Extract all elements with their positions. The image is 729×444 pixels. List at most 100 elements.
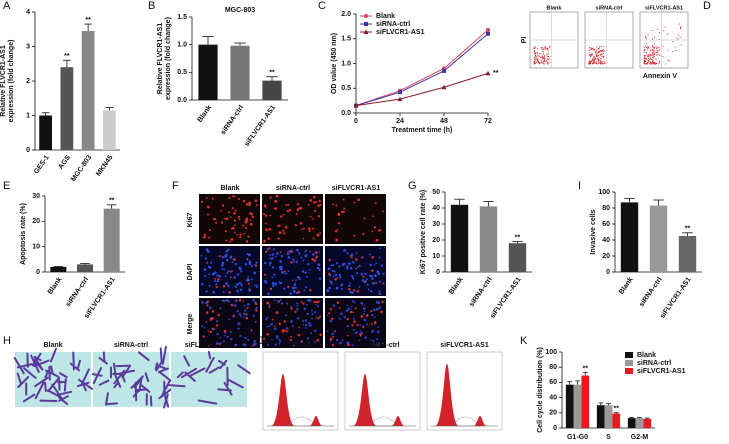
bar	[77, 264, 93, 272]
cell	[281, 302, 284, 305]
cell	[211, 197, 214, 200]
y-tick-label: 2.0	[341, 11, 351, 18]
flow-dot	[536, 54, 538, 56]
cell	[284, 329, 287, 333]
cell	[371, 275, 374, 278]
x-axis-label: Treatment time (h)	[392, 127, 453, 134]
cell	[267, 292, 270, 295]
cell	[238, 313, 242, 316]
cell	[217, 278, 220, 281]
cell	[326, 330, 329, 333]
flow-dot	[593, 48, 596, 51]
cell	[314, 329, 317, 333]
flow-dot	[674, 46, 676, 48]
invading-cell	[49, 347, 58, 363]
flow-dot	[598, 55, 600, 57]
cell	[225, 298, 229, 302]
flow-dot	[534, 57, 536, 59]
flow-dot	[652, 55, 654, 57]
cell	[378, 280, 382, 283]
cell	[225, 250, 228, 253]
cell	[296, 317, 300, 320]
cell	[296, 208, 300, 211]
panel-letter: J	[258, 335, 264, 347]
cell	[245, 316, 249, 320]
cell	[380, 310, 383, 314]
y-tick-label: 0	[26, 147, 30, 154]
x-tick-label: siRNA-ctrl	[220, 104, 245, 136]
flow-dot	[655, 45, 657, 48]
cell	[317, 263, 321, 267]
cell	[253, 343, 256, 347]
cell	[360, 302, 364, 305]
annotation: **	[685, 226, 691, 233]
cell	[222, 284, 226, 288]
cell	[362, 232, 365, 236]
cell	[216, 332, 220, 336]
flow-dot	[533, 63, 535, 65]
cell	[342, 210, 346, 213]
flow-dot	[643, 57, 645, 59]
invading-cell	[59, 372, 68, 379]
flow-dot	[657, 46, 659, 49]
cell	[326, 289, 330, 293]
cell	[201, 301, 204, 305]
invading-cell	[58, 395, 69, 402]
flow-dot	[676, 37, 678, 39]
cell	[358, 339, 361, 342]
cell	[352, 328, 355, 331]
bar	[573, 384, 582, 428]
flow-dot	[643, 51, 645, 53]
flow-dot	[649, 55, 651, 57]
cell	[371, 330, 374, 333]
flow-dot	[645, 42, 647, 44]
cell	[215, 320, 219, 323]
flow-dot	[601, 50, 603, 52]
cell	[222, 291, 225, 294]
invading-cell	[49, 365, 54, 375]
legend-swatch	[625, 352, 633, 358]
cell	[338, 273, 341, 277]
cell	[233, 276, 236, 279]
error-bar	[567, 381, 573, 385]
invading-cell	[207, 350, 212, 360]
cell	[278, 224, 281, 228]
flow-dot	[588, 54, 590, 56]
flow-dot	[543, 63, 545, 65]
cell	[330, 281, 333, 284]
cell	[365, 314, 369, 317]
flow-dot	[658, 48, 660, 50]
cell	[371, 269, 374, 272]
invading-cell	[130, 375, 144, 389]
invading-cell	[217, 359, 226, 366]
invading-cell	[105, 392, 109, 406]
cell	[376, 338, 379, 341]
image-column-label: Blank	[220, 185, 239, 192]
x-tick-label: S	[606, 434, 611, 441]
invading-cell	[72, 351, 75, 371]
g2-peak	[309, 416, 323, 426]
cell	[230, 276, 232, 279]
cell	[373, 226, 377, 229]
flow-dot	[601, 54, 603, 56]
cell	[301, 340, 303, 343]
cell	[315, 303, 318, 306]
flow-dot	[534, 55, 537, 57]
flow-dot	[537, 58, 539, 60]
cell	[307, 227, 311, 230]
cell	[245, 344, 248, 346]
flow-dot	[593, 49, 595, 51]
cell	[290, 261, 293, 264]
flow-dot	[651, 61, 653, 63]
cell	[360, 315, 364, 318]
invading-cell	[78, 378, 94, 390]
cell	[281, 271, 284, 274]
cell	[318, 251, 321, 253]
image-column-label: siRNA-ctrl	[365, 342, 399, 349]
flow-dot	[645, 55, 647, 57]
flow-dot	[539, 62, 541, 64]
flow-dot	[542, 61, 544, 63]
cell	[296, 302, 299, 305]
cell	[271, 266, 275, 269]
cell	[248, 288, 251, 290]
